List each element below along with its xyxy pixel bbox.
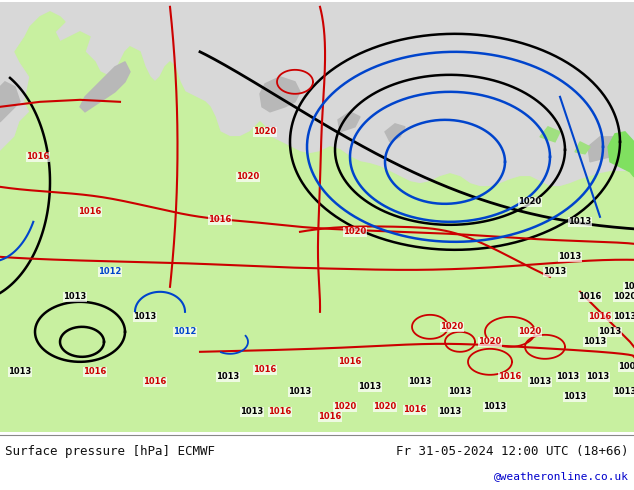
Text: 1013: 1013: [528, 377, 552, 386]
Polygon shape: [385, 124, 405, 142]
Text: 1016: 1016: [588, 312, 612, 321]
Text: 1013: 1013: [8, 368, 32, 376]
Text: 1013: 1013: [408, 377, 432, 386]
Text: 1013: 1013: [613, 312, 634, 321]
Text: 1013: 1013: [358, 382, 382, 392]
Text: 1013: 1013: [63, 293, 87, 301]
Polygon shape: [80, 62, 130, 112]
Text: 1020: 1020: [373, 402, 397, 411]
Text: 1013: 1013: [133, 312, 157, 321]
Text: 1016: 1016: [79, 207, 101, 216]
Text: 1016: 1016: [578, 293, 602, 301]
Text: 1020: 1020: [254, 127, 276, 136]
Text: 1016: 1016: [403, 405, 427, 415]
Text: Surface pressure [hPa] ECMWF: Surface pressure [hPa] ECMWF: [5, 445, 215, 458]
Text: 1016: 1016: [339, 357, 361, 367]
Text: 1016: 1016: [209, 215, 231, 224]
Text: 1013: 1013: [483, 402, 507, 411]
Text: 1020: 1020: [479, 337, 501, 346]
Text: 1013: 1013: [583, 337, 607, 346]
Text: 1020: 1020: [236, 172, 260, 181]
Polygon shape: [575, 142, 590, 154]
Text: 1020: 1020: [333, 402, 356, 411]
Text: 1013: 1013: [438, 407, 462, 416]
Text: 1016: 1016: [318, 412, 342, 421]
Text: 1020: 1020: [613, 293, 634, 301]
Text: 1013: 1013: [613, 387, 634, 396]
Text: 1016: 1016: [254, 366, 276, 374]
Text: 1020: 1020: [344, 227, 366, 236]
Text: 1020: 1020: [519, 327, 541, 336]
Polygon shape: [0, 12, 634, 432]
Text: 1016: 1016: [498, 372, 522, 381]
Text: 1013: 1013: [448, 387, 472, 396]
Text: 1013: 1013: [564, 392, 586, 401]
Text: 1013: 1013: [288, 387, 312, 396]
Text: 1016: 1016: [143, 377, 167, 386]
Text: 1016: 1016: [268, 407, 292, 416]
Polygon shape: [588, 137, 620, 162]
Polygon shape: [0, 82, 20, 122]
Text: 1016: 1016: [27, 152, 49, 161]
Text: 1013: 1013: [240, 407, 264, 416]
Text: 1013: 1013: [623, 282, 634, 292]
Text: 1008: 1008: [618, 362, 634, 371]
Polygon shape: [338, 112, 360, 132]
Text: 1013: 1013: [586, 372, 610, 381]
Polygon shape: [540, 127, 560, 142]
Polygon shape: [260, 77, 300, 112]
Text: 1013: 1013: [557, 372, 579, 381]
Text: 1020: 1020: [519, 197, 541, 206]
Text: 1013: 1013: [543, 268, 567, 276]
Text: 1012: 1012: [173, 327, 197, 336]
Text: 1016: 1016: [83, 368, 107, 376]
Text: 1012: 1012: [98, 268, 122, 276]
Text: @weatheronline.co.uk: @weatheronline.co.uk: [494, 471, 629, 481]
Polygon shape: [608, 132, 634, 177]
Text: 1013: 1013: [559, 252, 581, 261]
Text: 1020: 1020: [441, 322, 463, 331]
Text: 1013: 1013: [216, 372, 240, 381]
Text: 1013: 1013: [568, 218, 592, 226]
Text: Fr 31-05-2024 12:00 UTC (18+66): Fr 31-05-2024 12:00 UTC (18+66): [396, 445, 629, 458]
Text: 1013: 1013: [598, 327, 621, 336]
